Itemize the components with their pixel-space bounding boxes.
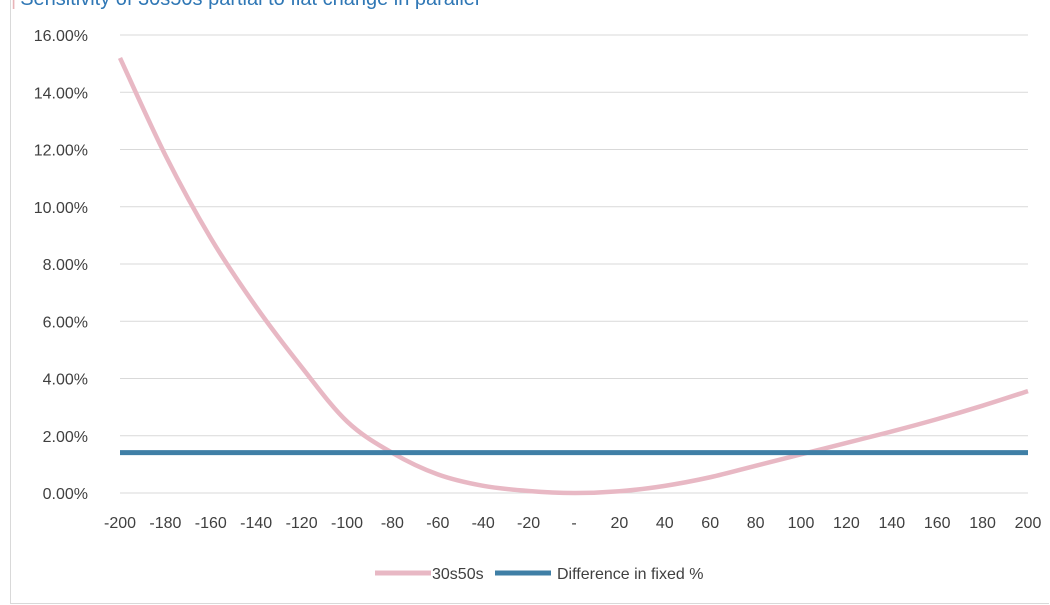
y-tick-label: 6.00% bbox=[43, 314, 88, 331]
x-tick-label: -100 bbox=[331, 515, 363, 532]
chart-title: | Sensitivity of 30s50s partial to flat c… bbox=[11, 0, 479, 11]
x-tick-label: 140 bbox=[878, 515, 905, 532]
y-tick-label: 12.00% bbox=[34, 143, 88, 160]
y-axis-ticks: 0.00% 2.00% 4.00% 6.00% 8.00% 10.00% 12.00% 14.… bbox=[34, 28, 88, 503]
legend-label-30s50s: 30s50s bbox=[432, 566, 484, 583]
y-tick-label: 4.00% bbox=[43, 372, 88, 389]
title-accent-mark: | bbox=[11, 0, 16, 10]
x-tick-label: 60 bbox=[701, 515, 719, 532]
x-tick-label: 20 bbox=[611, 515, 629, 532]
x-tick-label: -60 bbox=[426, 515, 449, 532]
y-tick-label: 2.00% bbox=[43, 429, 88, 446]
chart-title-text: Sensitivity of 30s50s partial to flat ch… bbox=[20, 0, 479, 10]
x-tick-label: -80 bbox=[381, 515, 404, 532]
x-tick-label: -20 bbox=[517, 515, 540, 532]
x-tick-label: - bbox=[571, 515, 576, 532]
y-tick-label: 10.00% bbox=[34, 200, 88, 217]
y-tick-label: 8.00% bbox=[43, 257, 88, 274]
x-tick-label: 40 bbox=[656, 515, 674, 532]
x-tick-label: -120 bbox=[286, 515, 318, 532]
x-tick-label: 100 bbox=[788, 515, 815, 532]
legend: 30s50s Difference in fixed % bbox=[375, 566, 703, 583]
gridlines bbox=[120, 34, 1028, 494]
legend-label-difference-in-fixed: Difference in fixed % bbox=[557, 566, 703, 583]
chart-frame: | Sensitivity of 30s50s partial to flat c… bbox=[10, 0, 1049, 604]
series-line-30s50s bbox=[117, 56, 1029, 496]
y-tick-label: 16.00% bbox=[34, 28, 88, 45]
x-tick-label: 180 bbox=[969, 515, 996, 532]
y-tick-label: 14.00% bbox=[34, 85, 88, 102]
x-tick-label: -140 bbox=[240, 515, 272, 532]
x-tick-label: -160 bbox=[195, 515, 227, 532]
series-group bbox=[117, 56, 1029, 496]
y-tick-label: 0.00% bbox=[43, 486, 88, 503]
x-tick-label: -200 bbox=[104, 515, 136, 532]
x-tick-label: 80 bbox=[747, 515, 765, 532]
x-tick-label: -40 bbox=[472, 515, 495, 532]
x-tick-label: 160 bbox=[924, 515, 951, 532]
x-tick-label: 120 bbox=[833, 515, 860, 532]
x-axis-ticks: -200 -180 -160 -140 -120 -100 -80 -60 -40 -20-20 4… bbox=[104, 515, 1041, 532]
x-tick-label: 200 bbox=[1015, 515, 1042, 532]
x-tick-label: -180 bbox=[149, 515, 181, 532]
